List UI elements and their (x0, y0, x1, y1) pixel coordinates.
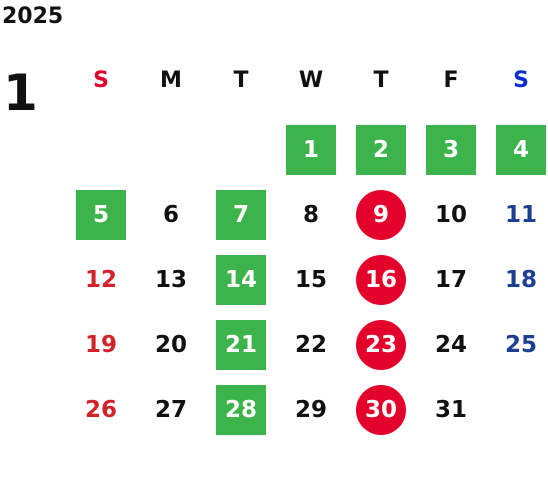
day-cell-3: 3 (426, 125, 476, 175)
day-cell-20: 20 (154, 332, 187, 358)
day-cell-10: 10 (434, 202, 467, 228)
day-cell-24: 24 (434, 332, 467, 358)
weekday-thu: T (373, 68, 389, 93)
day-cell-19: 19 (84, 332, 117, 358)
day-cell-26: 26 (84, 397, 117, 423)
day-cell-28: 28 (216, 385, 266, 435)
day-cell-9: 9 (356, 190, 406, 240)
day-cell-18: 18 (504, 267, 537, 293)
weekday-fri: F (443, 68, 459, 93)
day-cell-6: 6 (162, 202, 179, 228)
day-cell-27: 27 (154, 397, 187, 423)
day-cell-22: 22 (294, 332, 327, 358)
day-cell-12: 12 (84, 267, 117, 293)
weekday-tue: T (233, 68, 249, 93)
weekday-wed: W (298, 68, 324, 93)
day-cell-30: 30 (356, 385, 406, 435)
day-cell-14: 14 (216, 255, 266, 305)
year-label: 2025 (2, 4, 64, 29)
weekday-sat: S (513, 68, 529, 93)
day-cell-4: 4 (496, 125, 546, 175)
weekday-sun: S (93, 68, 109, 93)
day-cell-8: 8 (302, 202, 319, 228)
weekday-mon: M (160, 68, 182, 93)
day-cell-23: 23 (356, 320, 406, 370)
day-cell-31: 31 (434, 397, 467, 423)
month-label: 1 (3, 64, 38, 122)
day-cell-1: 1 (286, 125, 336, 175)
day-cell-7: 7 (216, 190, 266, 240)
day-cell-29: 29 (294, 397, 327, 423)
day-cell-11: 11 (504, 202, 537, 228)
day-cell-13: 13 (154, 267, 187, 293)
day-cell-17: 17 (434, 267, 467, 293)
day-cell-2: 2 (356, 125, 406, 175)
day-cell-15: 15 (294, 267, 327, 293)
day-cell-21: 21 (216, 320, 266, 370)
day-cell-5: 5 (76, 190, 126, 240)
day-cell-25: 25 (504, 332, 537, 358)
day-cell-16: 16 (356, 255, 406, 305)
